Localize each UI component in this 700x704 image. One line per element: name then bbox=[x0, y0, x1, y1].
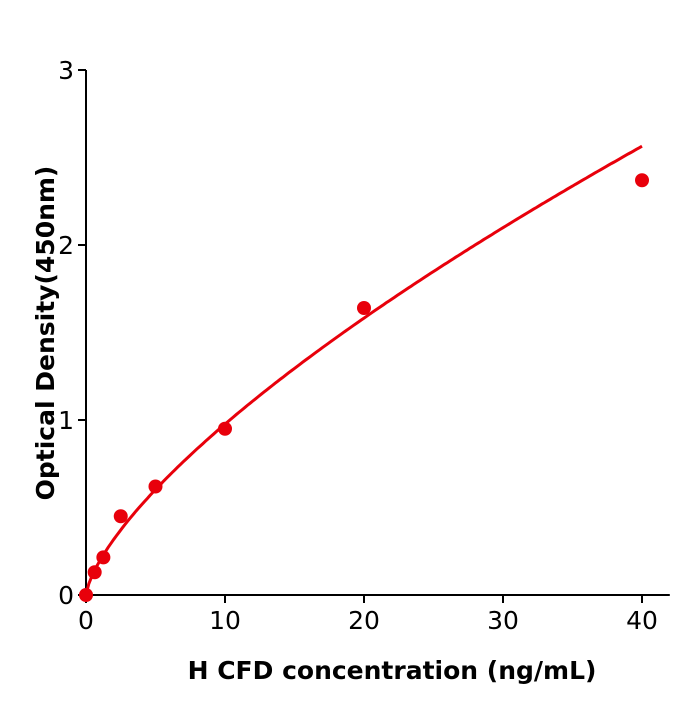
data-point bbox=[357, 301, 371, 315]
data-point bbox=[79, 588, 93, 602]
y-tick-label: 3 bbox=[58, 56, 74, 85]
data-point bbox=[96, 550, 111, 565]
y-axis-label: Optical Density(450nm) bbox=[31, 166, 60, 501]
data-point bbox=[218, 421, 232, 436]
data-point bbox=[113, 509, 128, 524]
y-tick-label: 0 bbox=[58, 581, 74, 610]
axes: 0 10 20 30 40 0 1 2 3 bbox=[58, 56, 670, 635]
y-tick-label: 1 bbox=[58, 406, 74, 435]
fit-curve bbox=[84, 144, 643, 596]
x-axis-label: H CFD concentration (ng/mL) bbox=[188, 656, 597, 685]
y-tick-label: 2 bbox=[58, 231, 74, 260]
data-point bbox=[148, 479, 163, 494]
x-tick-label: 40 bbox=[626, 606, 658, 635]
x-tick-label: 10 bbox=[209, 606, 241, 635]
x-tick-label: 30 bbox=[487, 606, 519, 635]
x-tick-label: 20 bbox=[348, 606, 380, 635]
data-point bbox=[635, 173, 649, 188]
data-point bbox=[87, 565, 102, 580]
x-tick-label: 0 bbox=[78, 606, 94, 635]
data-points bbox=[79, 173, 649, 602]
